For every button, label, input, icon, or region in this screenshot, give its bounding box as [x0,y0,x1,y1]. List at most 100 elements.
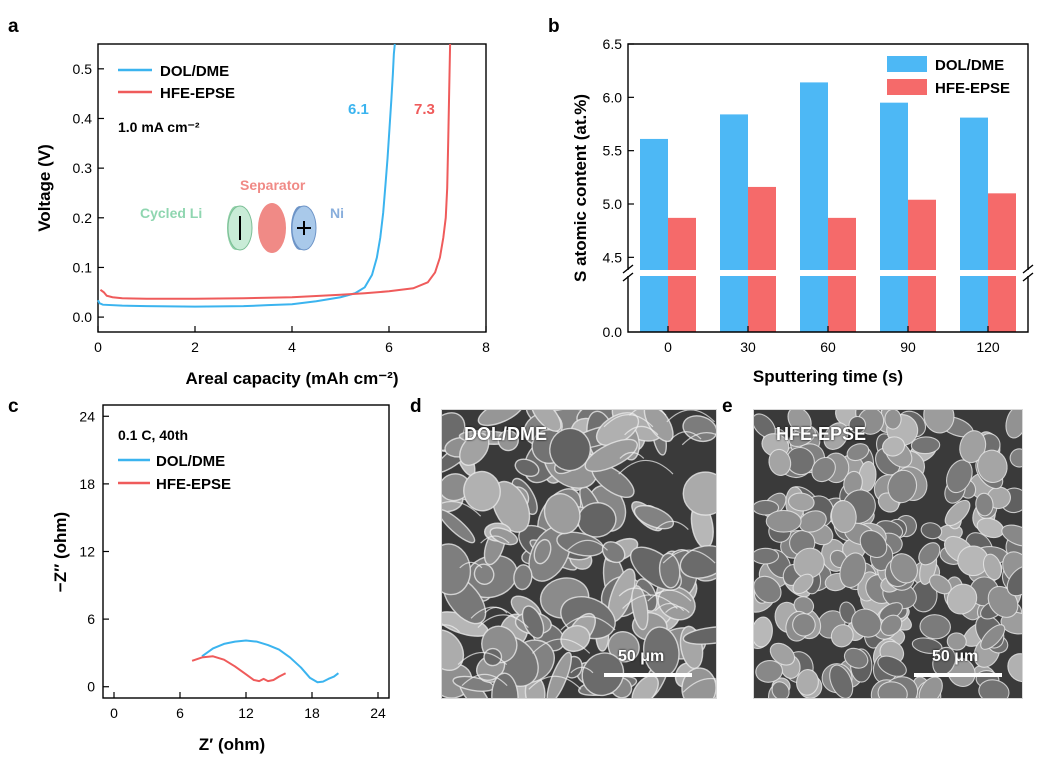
sem-grain [980,624,1006,650]
c-xtick-label: 6 [176,705,184,721]
sem-grain [679,545,716,579]
sem-grain [918,542,941,566]
sem-ridge [665,606,690,613]
b-break-left-1 [622,264,634,274]
axis-break-gap [626,270,1030,276]
a-xtick-label: 6 [385,339,393,355]
sem-grain [975,492,994,517]
sem-grain [823,422,849,451]
sem-grain [754,499,780,516]
sem-ridge [459,561,483,569]
end-label-hfe-epse: 7.3 [414,101,435,118]
sem-image-dol-dme: DOL/DME 50 μm [441,409,717,699]
sem-grain [477,410,524,427]
sem-grain [920,522,943,540]
sem-ridge [532,638,591,654]
sem-grain [643,410,674,443]
ni-label: Ni [330,205,344,221]
a-series-line-1 [99,43,452,300]
sem-grain [982,553,1002,581]
c-ytick-label: 6 [87,611,95,627]
a-ytick-label: 0.4 [73,110,93,126]
bar-doldme-90 [880,102,908,333]
sem-grain [1009,448,1022,468]
sem-grain [489,527,519,546]
panel-b: b 4.5 5.0 5.5 6.0 6.5 0.0 0 30 60 90 120 DOL/DME H… [548,16,1034,386]
panel-a-axes: 0 2 4 6 8 0.0 0.1 0.2 0.3 0.4 0.5 [73,61,491,355]
b-ytick-label: 6.5 [603,36,623,52]
panel-b-xlabel: Sputtering time (s) [753,367,903,386]
panel-c-series [191,639,340,684]
sem-grain [1006,565,1022,597]
sem-ridge [570,666,594,674]
bar-hfeepse-90 [908,199,936,332]
c-xtick-label: 12 [238,705,254,721]
sem-grain [1005,410,1022,439]
sem-grain [843,647,869,669]
sem-ridge [666,410,715,423]
a-series-line-0 [97,43,396,308]
sem-grain [846,443,870,462]
sem-grain [859,529,888,559]
sem-ridge [618,587,652,597]
sem-grain [796,669,819,696]
panel-a-ylabel: Voltage (V) [35,144,54,232]
sem-grain [880,614,903,636]
sem-ridge [461,673,508,687]
sem-grain [830,624,854,648]
sem-grain [682,626,716,645]
c-series-line-1 [191,655,287,683]
sem-ridge [655,520,689,530]
sem-ridge [480,535,510,544]
bar-hfeepse-120 [988,193,1016,332]
panel-a-xlabel: Areal capacity (mAh cm⁻²) [185,369,398,388]
sem-ridge [682,678,716,693]
sem-ridge [624,425,659,436]
sem-grain [442,629,465,672]
panel-a-series [97,43,452,308]
b-break-left-2 [622,272,634,282]
sem-grain [754,616,773,648]
b-frame-upper [627,43,1029,270]
legend-label-hfe-epse-c: HFE-EPSE [156,476,231,493]
sem-grain [754,547,780,565]
sem-grain [882,436,906,457]
sem-ridge [528,675,582,690]
sem-ridge [567,539,608,551]
c-ytick-label: 12 [79,544,95,560]
sem-grain [521,605,545,639]
sem-grain [463,470,501,512]
sem-grain [601,541,626,564]
sem-ridge [647,589,692,602]
sem-grain [978,679,1010,698]
b-break-right-1 [1022,264,1034,274]
sem-grain [754,575,782,604]
sem-texture-hfe-epse [754,410,1022,698]
sem-grain [491,480,531,533]
sem-grain [530,410,562,432]
sem-grain [946,583,978,615]
legend-label-dol-dme-c: DOL/DME [156,453,225,470]
legend-label-dol-dme: DOL/DME [160,63,229,80]
panel-c-ylabel: −Z″ (ohm) [51,512,70,592]
a-xtick-label: 0 [94,339,102,355]
sem-ridge [442,501,482,517]
sem-grain [631,585,649,631]
sem-grain [798,510,827,533]
c-ytick-label: 0 [87,679,95,695]
bar-doldme-60 [800,82,828,333]
sem-grain [533,538,552,565]
sem-grain [918,676,943,698]
sem-ridge [654,602,685,612]
sem-grain [1007,653,1022,683]
separator-disc [258,203,286,253]
sem-grain [787,492,815,512]
a-xtick-label: 4 [288,339,296,355]
sem-grain [977,449,1008,484]
legend-label-hfe-epse-b: HFE-EPSE [935,80,1010,97]
sem-grain [884,410,902,430]
sem-grain [787,410,812,434]
sem-grain [560,625,591,653]
sem-grain [946,632,967,651]
sem-ridge [681,432,716,446]
